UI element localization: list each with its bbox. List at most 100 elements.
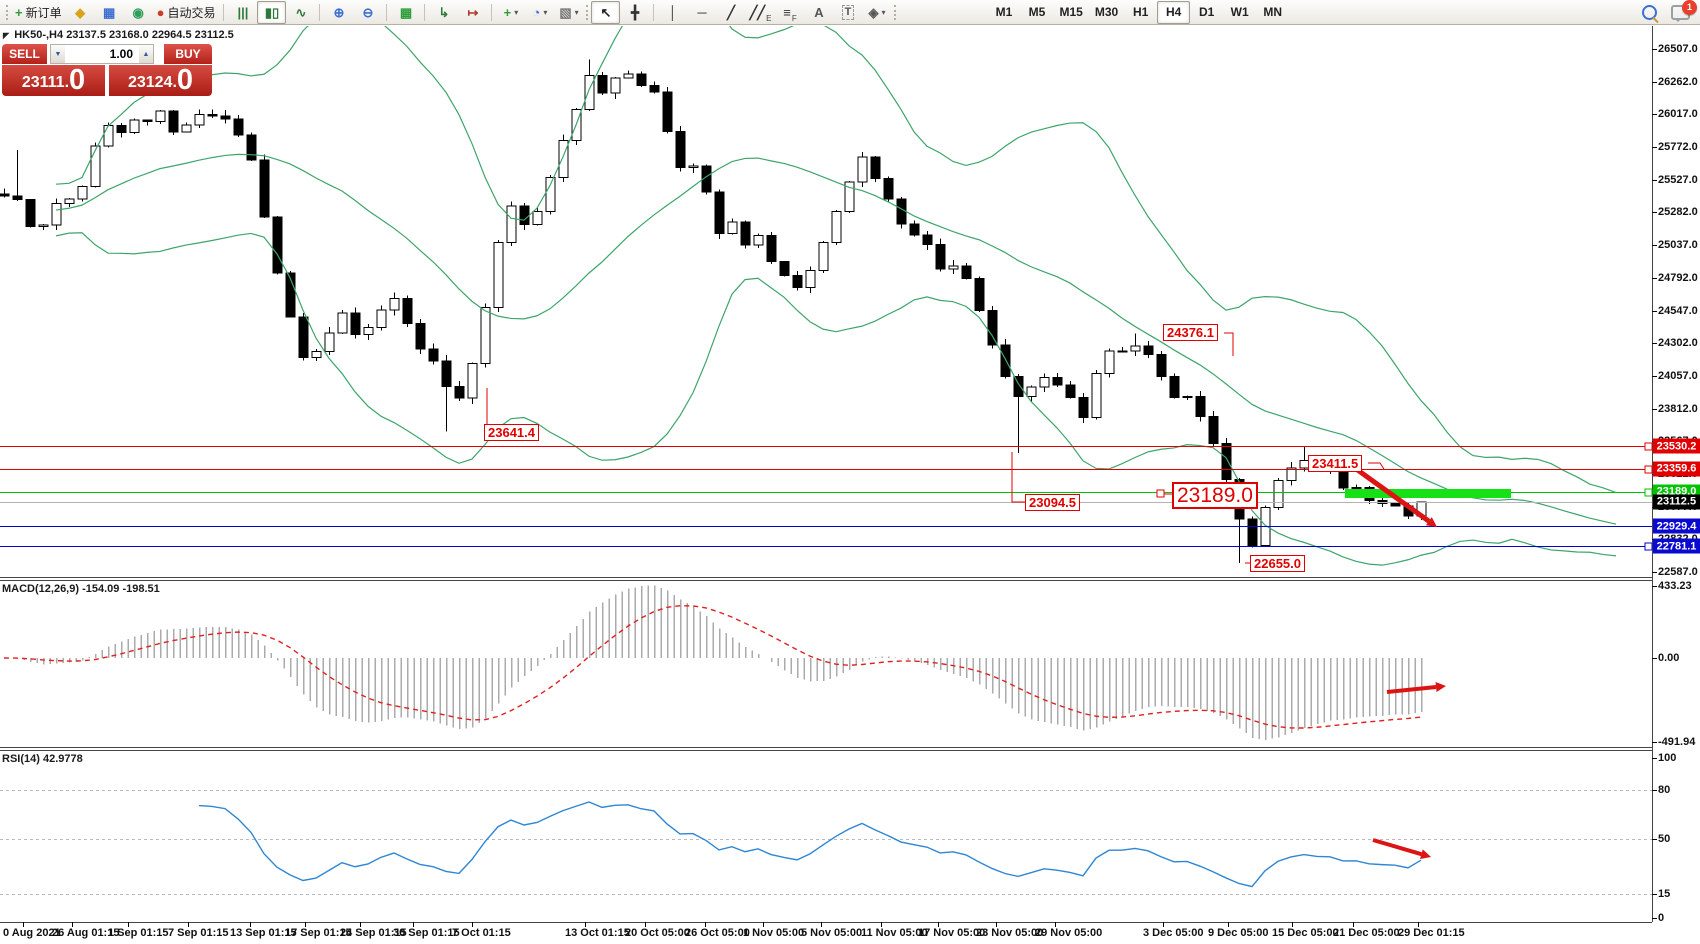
- volume-up-button[interactable]: ▲: [139, 45, 153, 63]
- templates-icon[interactable]: ▧ ▾: [554, 1, 583, 24]
- profiles-icon[interactable]: ▦: [95, 1, 124, 24]
- fibonacci-icon[interactable]: ≡ F: [775, 1, 804, 24]
- text-icon-glyph: A: [814, 4, 824, 20]
- trendline-icon[interactable]: ╱: [716, 1, 745, 24]
- trendline-icon-glyph: ╱: [727, 4, 735, 20]
- periods-icon[interactable]: ◔ ▾: [525, 1, 554, 24]
- level-lines: [0, 442, 1653, 551]
- channel-icon-sub: E: [766, 13, 772, 23]
- toolbar-separator: [386, 3, 388, 21]
- profiles-icon-glyph: ▦: [102, 4, 116, 20]
- toolbar-separator: [223, 3, 225, 21]
- one-click-trading-panel: SELL ▼ ▲ BUY 23111.0 23124.0: [2, 44, 212, 96]
- signal-icon-glyph: ◉: [132, 4, 144, 20]
- timeframe-h1-label: H1: [1133, 5, 1149, 19]
- timeframe-m15-label: M15: [1059, 5, 1083, 19]
- zoom-in-icon[interactable]: ⊕: [324, 1, 353, 24]
- indicators-icon[interactable]: + ▾: [496, 1, 525, 24]
- green-zone-bar: [1345, 489, 1511, 498]
- cursor-icon-glyph: ↖: [600, 4, 612, 20]
- toolbar-separator: [319, 3, 321, 21]
- horizontal-line-icon-glyph: ─: [697, 4, 707, 20]
- toolbar: + 新订单 ◆ ▦ ◉ ● 自动交易 ||| ▮▯ ∿ ⊕ ⊖ ▦ ↳ ↦ + ▾ ◔ ▾ ▧ ▾ ↖ ╋ │ ─ ╱ ╱╱ E ≡ F A…: [0, 0, 1700, 25]
- volume-input[interactable]: [65, 45, 139, 63]
- autoscroll-icon[interactable]: ↳: [429, 1, 458, 24]
- zoom-out-icon[interactable]: ⊖: [353, 1, 382, 24]
- indicators-icon-caret[interactable]: ▾: [514, 7, 519, 17]
- volume-stepper: ▼ ▲: [50, 44, 154, 64]
- volume-down-button[interactable]: ▼: [51, 45, 65, 63]
- toolbar-drag-handle: [586, 4, 589, 20]
- cursor-icon[interactable]: ↖: [591, 0, 621, 24]
- buy-price[interactable]: 23124. 0: [109, 65, 212, 96]
- fibonacci-icon-sub: F: [791, 13, 797, 23]
- text-icon[interactable]: A: [804, 1, 833, 24]
- tile-windows-icon[interactable]: ▦: [391, 1, 420, 24]
- chart-shift-icon[interactable]: ↦: [458, 1, 487, 24]
- new-order-button[interactable]: + 新订单: [11, 1, 66, 24]
- shapes-icon-caret[interactable]: ▾: [881, 7, 886, 17]
- macd-layer: [3, 585, 1423, 740]
- timeframe-m5[interactable]: M5: [1020, 1, 1053, 24]
- toolbar-drag-handle: [894, 4, 897, 20]
- timeframe-w1[interactable]: W1: [1223, 1, 1256, 24]
- zoom-out-icon-glyph: ⊖: [362, 4, 374, 20]
- templates-icon-glyph: ▧: [559, 4, 572, 20]
- timeframe-m15[interactable]: M15: [1053, 1, 1088, 24]
- autotrading-button-glyph: ●: [156, 4, 165, 20]
- candlestick-chart-icon-glyph: ▮▯: [264, 4, 280, 20]
- timeframe-m1-label: M1: [995, 5, 1013, 19]
- candles-layer: [0, 59, 1427, 563]
- chart-context-icon[interactable]: ◤: [3, 31, 10, 40]
- candlestick-chart-icon[interactable]: ▮▯: [257, 0, 287, 24]
- shapes-icon-glyph: ◈: [868, 4, 879, 20]
- bar-chart-icon[interactable]: |||: [228, 1, 257, 24]
- templates-icon-caret[interactable]: ▾: [574, 7, 579, 17]
- sell-price[interactable]: 23111. 0: [2, 65, 105, 96]
- annotation-callouts: [486, 332, 1385, 564]
- zoom-in-icon-glyph: ⊕: [333, 4, 345, 20]
- timeframe-mn[interactable]: MN: [1256, 1, 1289, 24]
- chart-ohlc: 23137.5 23168.0 22964.5 23112.5: [66, 29, 234, 41]
- rsi-label: RSI(14) 42.9778: [2, 753, 83, 765]
- autotrading-button[interactable]: ● 自动交易: [153, 1, 220, 24]
- toolbar-drag-handle: [6, 4, 8, 20]
- notifications-icon[interactable]: 1: [1671, 0, 1697, 22]
- timeframe-h4[interactable]: H4: [1157, 0, 1191, 24]
- autotrading-button-label: 自动交易: [167, 5, 216, 20]
- vertical-line-icon-glyph: │: [668, 4, 678, 20]
- chat-tail: [1674, 17, 1682, 22]
- line-chart-icon-glyph: ∿: [295, 4, 307, 20]
- periods-icon-glyph: ◔: [532, 4, 541, 20]
- chart-shift-icon-glyph: ↦: [467, 4, 479, 20]
- vertical-line-icon[interactable]: │: [658, 1, 687, 24]
- signal-icon[interactable]: ◉: [124, 1, 153, 24]
- toolbar-right: 1: [1642, 0, 1697, 23]
- line-chart-icon[interactable]: ∿: [286, 1, 315, 24]
- crosshair-icon[interactable]: ╋: [620, 1, 649, 24]
- periods-icon-caret[interactable]: ▾: [543, 7, 548, 17]
- horizontal-line-icon[interactable]: ─: [687, 1, 716, 24]
- sell-button[interactable]: SELL: [2, 44, 47, 64]
- fibonacci-icon-glyph: ≡: [783, 4, 791, 20]
- timeframe-m5-label: M5: [1028, 5, 1046, 19]
- indicators-icon-glyph: +: [503, 4, 512, 20]
- timeframe-d1[interactable]: D1: [1190, 1, 1223, 24]
- search-icon[interactable]: [1642, 4, 1659, 23]
- bollinger-bands: [55, 26, 1617, 566]
- channel-icon[interactable]: ╱╱ E: [745, 1, 775, 24]
- buy-button[interactable]: BUY: [164, 44, 212, 64]
- shapes-icon[interactable]: ◈ ▾: [862, 1, 891, 24]
- timeframe-h1[interactable]: H1: [1124, 1, 1157, 24]
- label-icon[interactable]: T: [833, 1, 862, 24]
- timeframe-m30[interactable]: M30: [1089, 1, 1124, 24]
- chart-title: ◤ HK50-,H4 23137.5 23168.0 22964.5 23112…: [3, 29, 234, 41]
- toolbar-separator: [424, 3, 426, 21]
- tile-windows-icon-glyph: ▦: [399, 4, 413, 20]
- chart-symbol-period: HK50-,H4: [14, 29, 64, 41]
- timeframe-m1[interactable]: M1: [987, 1, 1020, 24]
- label-icon-glyph: T: [841, 4, 855, 20]
- styles-icon[interactable]: ◆: [66, 1, 95, 24]
- toolbar-separator: [653, 3, 655, 21]
